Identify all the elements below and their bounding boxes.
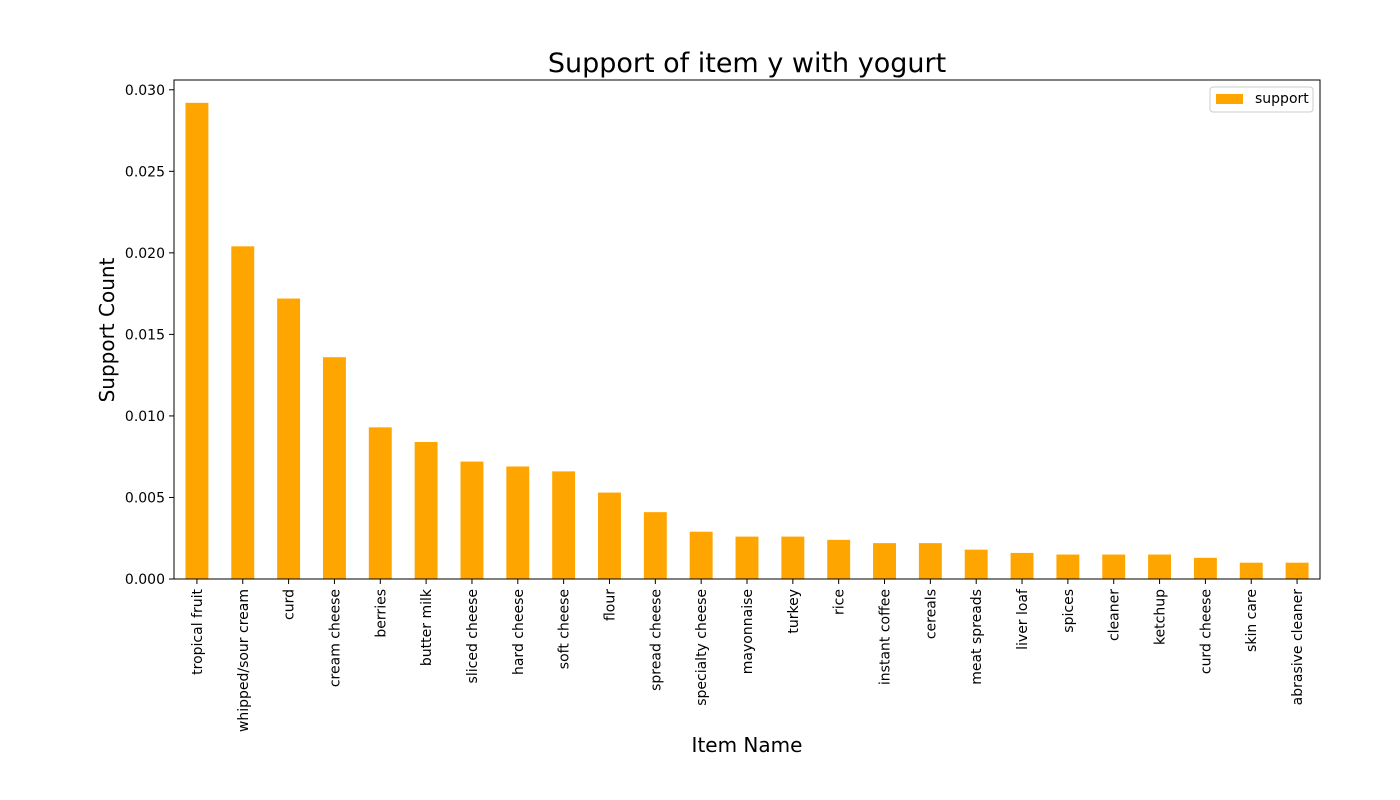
bar <box>643 512 667 579</box>
x-tick-label: sliced cheese <box>465 589 481 683</box>
x-tick-label: ketchup <box>1153 589 1169 645</box>
y-tick-label: 0.005 <box>125 490 165 506</box>
y-tick-label: 0.030 <box>125 83 165 99</box>
x-tick-label: cream cheese <box>327 589 343 687</box>
x-tick-label: curd <box>282 589 298 620</box>
bar <box>873 543 896 579</box>
chart-title: Support of item y with yogurt <box>548 48 946 79</box>
x-tick-label: curd cheese <box>1198 589 1214 674</box>
x-tick-label: cereals <box>923 589 939 639</box>
x-tick-label: meat spreads <box>969 589 985 685</box>
plot-frame <box>173 79 1321 580</box>
x-tick-label: liver loaf <box>1015 588 1031 650</box>
x-tick-label: abrasive cleaner <box>1290 589 1306 706</box>
y-tick-label: 0.015 <box>125 327 165 343</box>
bar <box>1010 552 1034 579</box>
y-axis-label: Support Count <box>95 257 119 402</box>
x-tick-label: spread cheese <box>648 589 664 691</box>
y-axis: 0.000 0.005 0.010 0.015 0.020 0.025 0.030 <box>125 83 174 588</box>
y-tick-label: 0.010 <box>125 409 165 425</box>
bar <box>1285 562 1309 579</box>
x-tick-label: skin care <box>1244 589 1260 652</box>
x-tick-label: butter milk <box>419 588 435 666</box>
bar <box>1102 554 1126 579</box>
legend: support <box>1209 86 1314 113</box>
x-axis-label: Item Name <box>692 733 803 757</box>
x-tick-label: instant coffee <box>878 589 894 685</box>
x-tick-label: spices <box>1061 589 1077 633</box>
bar <box>1193 557 1217 579</box>
x-tick-label: tropical fruit <box>190 589 206 675</box>
x-tick-label: cleaner <box>1107 589 1123 641</box>
bar <box>1148 554 1172 579</box>
bar <box>598 492 621 579</box>
bar <box>460 461 484 579</box>
bar <box>827 539 851 579</box>
x-tick-label: hard cheese <box>511 589 527 675</box>
bar <box>506 466 530 579</box>
bar <box>1239 562 1263 579</box>
bar <box>185 102 209 579</box>
x-tick-label: berries <box>373 589 389 638</box>
x-tick-label: flour <box>602 589 618 621</box>
legend-swatch <box>1216 94 1243 104</box>
bar <box>322 357 346 579</box>
bar <box>781 536 805 579</box>
x-tick-label: mayonnaise <box>740 589 756 674</box>
bar <box>414 442 438 579</box>
bar <box>918 543 942 579</box>
x-tick-label: specialty cheese <box>694 589 710 706</box>
bar <box>964 549 988 579</box>
bars-group <box>185 102 1309 579</box>
bar <box>368 427 392 579</box>
x-tick-label: rice <box>832 589 848 615</box>
x-tick-label: whipped/sour cream <box>236 589 252 732</box>
y-tick-label: 0.020 <box>125 246 165 262</box>
x-tick-label: soft cheese <box>557 589 573 669</box>
y-tick-label: 0.000 <box>125 572 165 588</box>
bar <box>735 536 759 579</box>
bar <box>277 298 301 579</box>
y-tick-label: 0.025 <box>125 164 165 180</box>
bar <box>231 246 255 579</box>
x-axis: tropical fruit whipped/sour cream curd crea… <box>190 579 1306 732</box>
bar <box>552 471 576 579</box>
bar <box>689 531 713 579</box>
bar <box>1056 554 1080 579</box>
x-tick-label: turkey <box>786 589 802 634</box>
legend-label: support <box>1255 91 1309 107</box>
legend-frame <box>1209 86 1314 113</box>
